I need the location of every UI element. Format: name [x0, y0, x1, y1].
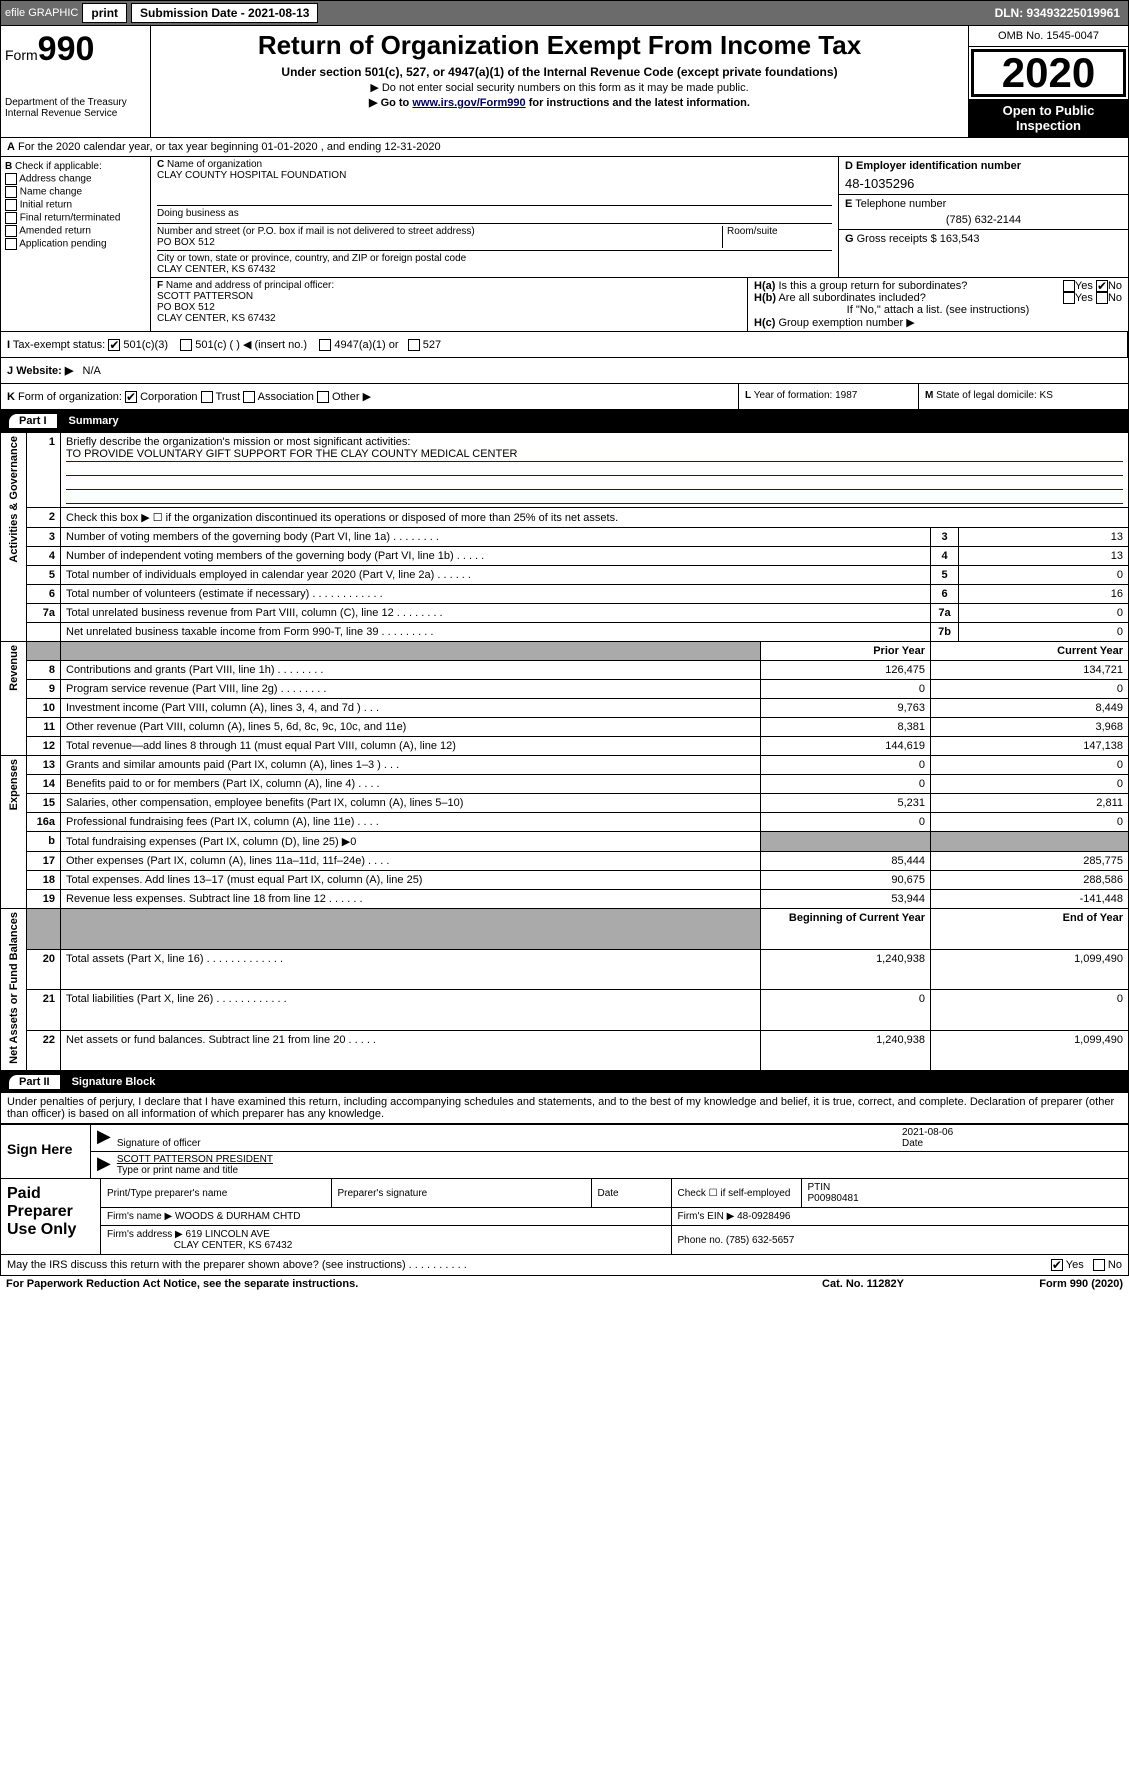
col-C: C Name of organization CLAY COUNTY HOSPI…: [151, 157, 838, 277]
officer-name: SCOTT PATTERSON PRESIDENT: [117, 1154, 273, 1165]
org-address: PO BOX 512: [157, 237, 215, 248]
open-inspection: Open to Public Inspection: [969, 99, 1128, 137]
sign-block: Sign Here ▶Signature of officer2021-08-0…: [0, 1124, 1129, 1179]
dln: DLN: 93493225019961: [995, 6, 1120, 20]
perjury-text: Under penalties of perjury, I declare th…: [0, 1093, 1129, 1124]
omb-number: OMB No. 1545-0047: [969, 26, 1128, 47]
cat-no: Cat. No. 11282Y: [763, 1278, 963, 1290]
paid-preparer: Paid Preparer Use Only Print/Type prepar…: [0, 1179, 1129, 1255]
row-I: I Tax-exempt status: 501(c)(3) 501(c) ( …: [1, 332, 1128, 357]
note-link: ▶ Go to www.irs.gov/Form990 for instruct…: [155, 96, 964, 109]
submission-date: Submission Date - 2021-08-13: [131, 3, 318, 23]
gross-receipts: 163,543: [940, 233, 980, 245]
row-A: A For the 2020 calendar year, or tax yea…: [0, 138, 1129, 157]
part-I-header: Part ISummary: [0, 410, 1129, 432]
tax-year: 2020: [971, 49, 1126, 97]
form-subtitle: Under section 501(c), 527, or 4947(a)(1)…: [155, 65, 964, 79]
form-title: Return of Organization Exempt From Incom…: [155, 30, 964, 61]
org-name: CLAY COUNTY HOSPITAL FOUNDATION: [157, 170, 346, 181]
part-II-header: Part IISignature Block: [0, 1071, 1129, 1093]
mission-text: TO PROVIDE VOLUNTARY GIFT SUPPORT FOR TH…: [66, 448, 1123, 462]
ein: 48-1035296: [845, 176, 1122, 191]
org-city: CLAY CENTER, KS 67432: [157, 264, 276, 275]
efile-label: efile GRAPHIC: [5, 7, 78, 19]
discuss-row: May the IRS discuss this return with the…: [0, 1255, 1129, 1276]
firm-name: WOODS & DURHAM CHTD: [175, 1211, 301, 1222]
pra-notice: For Paperwork Reduction Act Notice, see …: [6, 1278, 763, 1290]
summary-table: Activities & Governance 1 Briefly descri…: [0, 432, 1129, 1071]
col-F: F Name and address of principal officer:…: [151, 278, 748, 331]
row-K: K Form of organization: Corporation Trus…: [0, 384, 1129, 410]
form-number: Form990: [5, 30, 146, 69]
note-ssn: ▶ Do not enter social security numbers o…: [155, 81, 964, 94]
form-header: Form990 Department of the Treasury Inter…: [0, 26, 1129, 138]
col-H: H(a) Is this a group return for subordin…: [748, 278, 1128, 331]
telephone: (785) 632-2144: [845, 214, 1122, 226]
col-B: B Check if applicable: Address change Na…: [1, 157, 151, 331]
form-footer: Form 990 (2020): [963, 1278, 1123, 1290]
row-J: J Website: ▶ N/A: [0, 357, 1129, 384]
top-bar: efile GRAPHIC print Submission Date - 20…: [0, 0, 1129, 26]
irs-link[interactable]: www.irs.gov/Form990: [412, 97, 525, 109]
ptin: P00980481: [808, 1193, 859, 1204]
dept-label: Department of the Treasury Internal Reve…: [5, 97, 146, 119]
print-button[interactable]: print: [82, 3, 127, 23]
